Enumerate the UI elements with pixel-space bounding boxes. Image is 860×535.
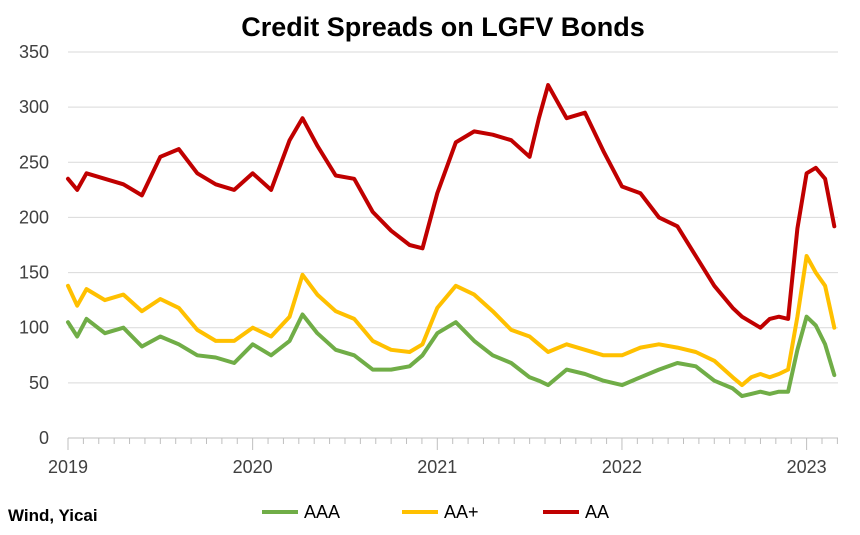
x-tick-label: 2022 — [602, 457, 642, 477]
legend-label: AAA — [304, 502, 340, 522]
gridlines — [68, 51, 838, 384]
legend-label: AA — [585, 502, 609, 522]
y-axis-tick-labels: 0 50 100 150 200 250 300 350 — [19, 42, 49, 448]
y-tick-label: 0 — [39, 428, 49, 448]
y-tick-label: 200 — [19, 207, 49, 227]
y-tick-label: 250 — [19, 152, 49, 172]
chart-title: Credit Spreads on LGFV Bonds — [241, 12, 645, 42]
series-line-aaa — [66, 312, 837, 399]
y-tick-label: 100 — [19, 318, 49, 338]
y-tick-label: 50 — [29, 373, 49, 393]
series-lines — [66, 83, 837, 399]
series-line-aa-plus — [66, 254, 837, 388]
x-tick-label: 2021 — [417, 457, 457, 477]
legend: AAA AA+ AA — [262, 502, 609, 522]
y-tick-label: 300 — [19, 97, 49, 117]
y-tick-label: 150 — [19, 263, 49, 283]
series-line-aa — [66, 83, 837, 330]
x-tick-label: 2020 — [233, 457, 273, 477]
y-tick-label: 350 — [19, 42, 49, 62]
x-axis: 2019 2020 2021 2022 2023 — [48, 437, 838, 477]
legend-label: AA+ — [444, 502, 479, 522]
x-tick-label: 2023 — [787, 457, 827, 477]
source-note: Wind, Yicai — [8, 506, 98, 525]
x-tick-label: 2019 — [48, 457, 88, 477]
